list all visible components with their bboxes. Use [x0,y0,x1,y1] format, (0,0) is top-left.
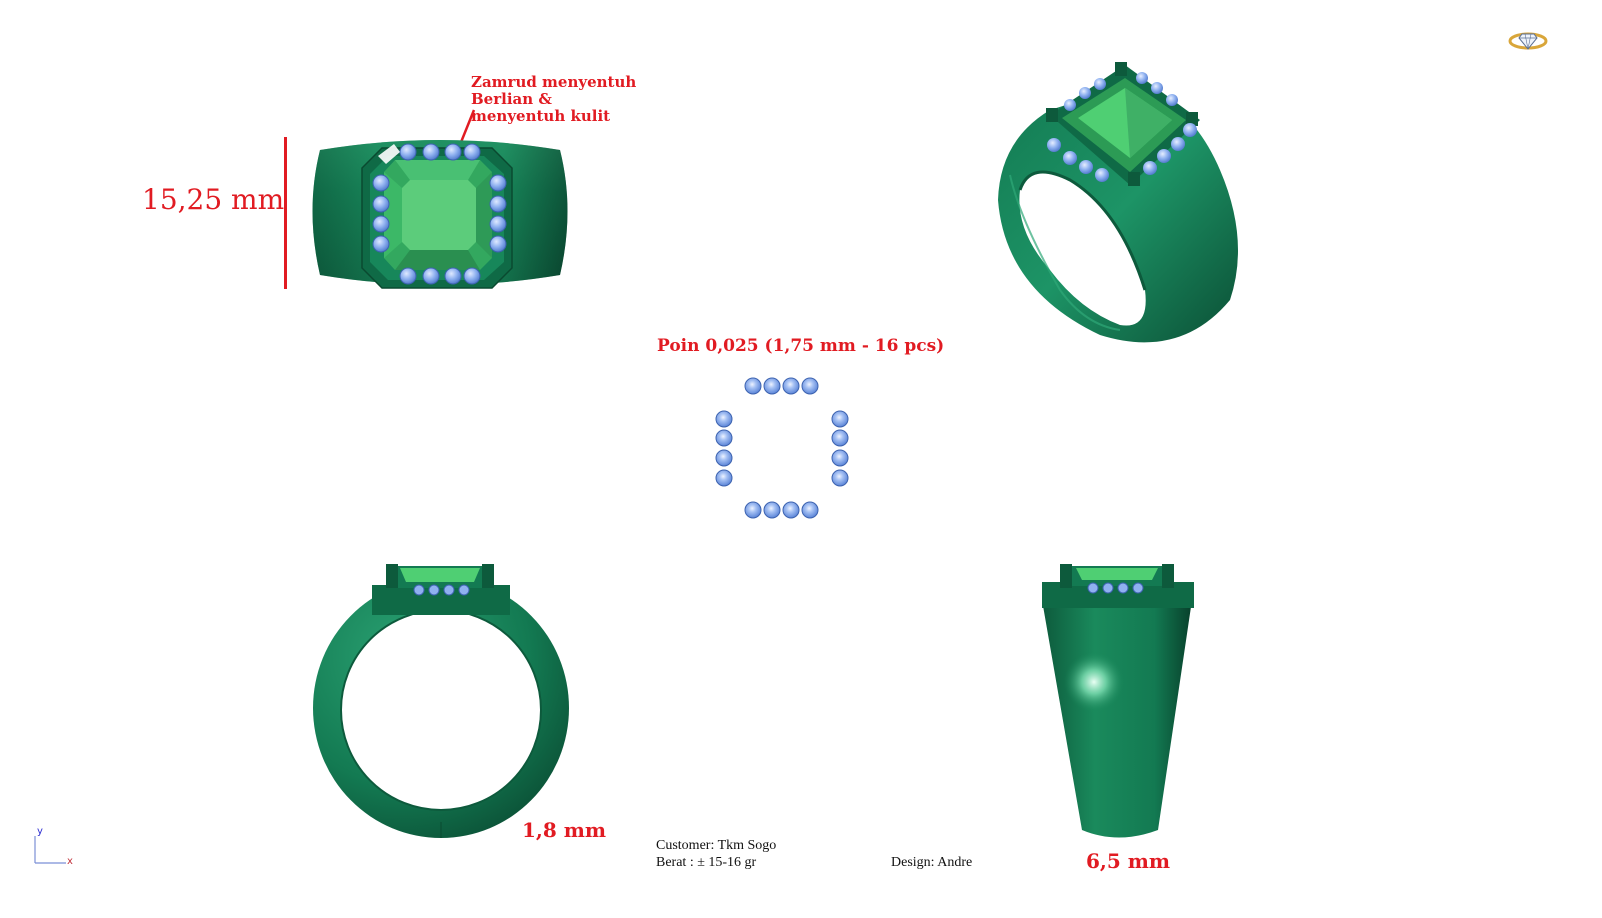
perspective-view [998,62,1238,343]
axis-lines [34,836,66,864]
height-dimension-line [284,137,287,289]
axis-indicator: y x [28,826,80,870]
band-width-label: 6,5 mm [1086,849,1171,873]
ring-front-drawing [313,564,569,838]
stone-spec-label: Poin 0,025 (1,75 mm - 16 pcs) [657,336,945,356]
axis-x-label: x [67,856,73,867]
weight-label: Berat : ± 15-16 gr [656,855,757,870]
customer-label: Customer: Tkm Sogo [656,838,777,853]
stone-layout-drawing [715,377,849,519]
stone-layout-view: Poin 0,025 (1,75 mm - 16 pcs) [640,330,944,530]
band-thickness-label: 1,8 mm [522,818,607,842]
annotation-note-line1: Zamrud menyentuh Berlian & [471,73,637,108]
front-view: 1,8 mm [300,560,610,850]
height-dimension-label: 15,25 mm [142,183,285,216]
ring-side-drawing [1042,564,1194,838]
annotation-note: Zamrud menyentuh Berlian & menyentuh kul… [471,74,700,125]
ring-top-drawing [312,140,568,289]
side-view: 6,5 mm [1030,560,1220,880]
diamond-ring-logo-icon [1508,32,1548,50]
annotation-note-line2: menyentuh kulit [471,107,611,125]
designer-label: Design: Andre [891,855,973,870]
top-view: 15,25 mm Zamrud menyentuh Berlian & meny… [0,0,700,300]
axis-y-label: y [37,826,43,837]
